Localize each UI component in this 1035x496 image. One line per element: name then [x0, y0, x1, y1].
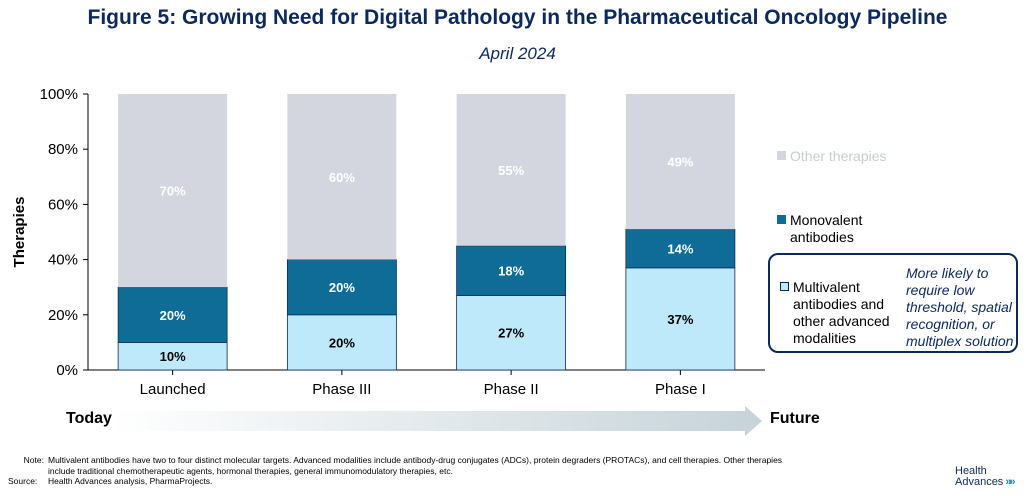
data-label: 60%	[329, 170, 355, 185]
data-label: 27%	[498, 326, 524, 341]
bar-segment	[286, 314, 397, 371]
bar-segment	[287, 94, 397, 260]
legend-swatch-monovalent	[777, 215, 786, 224]
x-tick-label: Phase I	[655, 381, 706, 398]
y-tick-label: 80%	[48, 141, 78, 158]
callout-note: More likely to require low threshold, sp…	[906, 265, 1014, 349]
timeline-start-label: Today	[66, 410, 112, 427]
legend-label-monovalent: Monovalent antibodies	[790, 212, 863, 245]
note-text: Multivalent antibodies have two to four …	[48, 455, 783, 476]
data-label: 37%	[667, 312, 693, 327]
note-label: Note:	[23, 455, 44, 465]
bar-segment	[625, 94, 735, 230]
chart-title: Figure 5: Growing Need for Digital Patho…	[87, 6, 948, 29]
source-text: Health Advances analysis, PharmaProjects…	[48, 476, 213, 486]
data-label: 14%	[667, 242, 693, 257]
footnotes: Note: Multivalent antibodies have two to…	[8, 455, 808, 487]
bar-segment	[118, 94, 228, 288]
bar-segment	[286, 259, 397, 316]
legend-swatch-other	[777, 151, 786, 160]
data-label: 10%	[160, 349, 186, 364]
legend-swatch-multivalent	[780, 282, 789, 291]
y-axis-label: Therapies	[11, 197, 28, 268]
logo-chevron-icon: »»	[1005, 476, 1015, 488]
data-label: 20%	[329, 335, 355, 350]
logo-line2: Advances	[955, 476, 1004, 488]
data-label: 18%	[498, 264, 524, 279]
y-tick-label: 40%	[48, 252, 78, 269]
bar-segment	[625, 267, 736, 371]
x-tick-label: Phase III	[312, 381, 371, 398]
multivalent-callout-box: Multivalent antibodies and other advance…	[768, 253, 1018, 353]
timeline-end-label: Future	[770, 410, 820, 427]
y-tick-label: 20%	[48, 307, 78, 324]
bar-segment	[117, 341, 228, 371]
bar-segment	[117, 286, 228, 343]
data-label: 49%	[667, 155, 693, 170]
timeline-arrow	[112, 406, 762, 436]
health-advances-logo: Health Advances»»	[955, 465, 1016, 488]
data-label: 70%	[160, 184, 186, 199]
data-label: 20%	[329, 280, 355, 295]
y-tick-label: 100%	[40, 86, 78, 103]
y-tick-label: 60%	[48, 196, 78, 213]
legend-label-other: Other therapies	[790, 148, 887, 164]
legend-label-multivalent: Multivalent antibodies and other advance…	[793, 279, 890, 346]
logo-line1: Health	[955, 465, 987, 477]
chart-subtitle: April 2024	[479, 44, 556, 63]
x-tick-label: Phase II	[484, 381, 539, 398]
bar-segment	[456, 94, 566, 246]
y-tick-label: 0%	[56, 362, 78, 379]
data-label: 20%	[160, 308, 186, 323]
data-label: 55%	[498, 163, 524, 178]
source-label: Source:	[8, 476, 38, 486]
stacked-bar-chart: 0% 20% 40% 60% 80% 100% Therapies Launched Phase…	[11, 86, 765, 436]
x-tick-label: Launched	[140, 381, 206, 398]
bar-segment	[456, 245, 567, 296]
bar-segment	[456, 295, 567, 371]
